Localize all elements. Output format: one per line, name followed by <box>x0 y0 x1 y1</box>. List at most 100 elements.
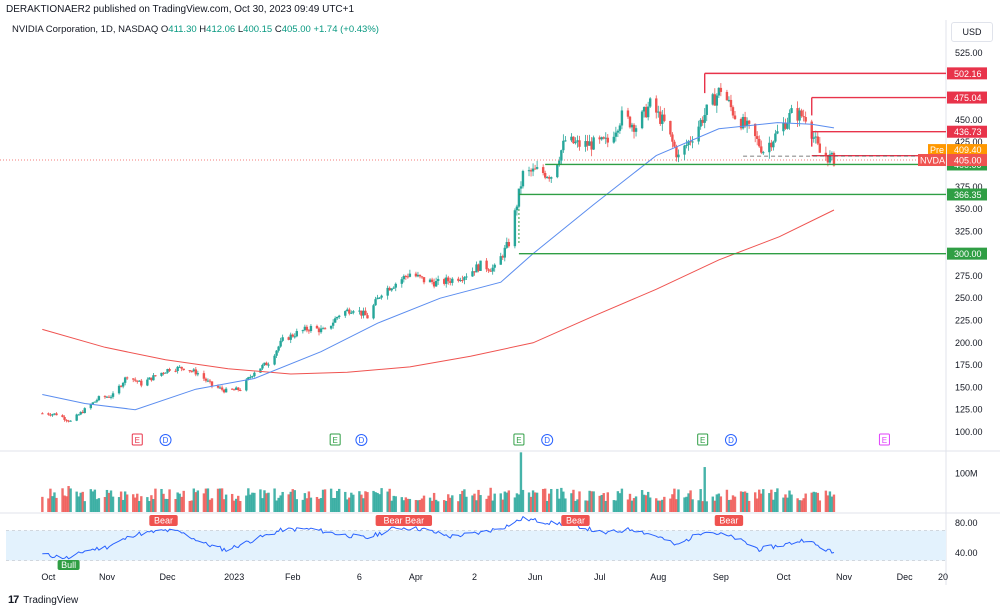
volume-bar <box>281 491 284 512</box>
volume-bar <box>374 492 377 512</box>
volume-bar <box>346 499 349 512</box>
volume-bar <box>550 488 553 512</box>
candle-body <box>451 278 454 283</box>
volume-bar <box>770 489 773 512</box>
volume-bar <box>655 498 658 512</box>
candle-body <box>699 119 702 127</box>
volume-bar <box>414 499 418 512</box>
tradingview-brand[interactable]: 17 TradingView <box>8 594 78 606</box>
volume-bar <box>119 491 123 512</box>
candle-body <box>550 177 553 179</box>
candle-body <box>289 334 292 340</box>
candles <box>41 83 836 423</box>
volume-bar <box>830 496 834 512</box>
volume-bar <box>220 488 224 512</box>
volume-bar <box>49 488 52 512</box>
candle-body <box>188 370 191 372</box>
volume-bar <box>705 501 708 512</box>
volume-bar <box>673 488 676 512</box>
candle-body <box>564 140 567 142</box>
x-axis-tick: Dec <box>897 572 914 582</box>
close-value: 405.00 <box>281 24 311 35</box>
candle-body <box>630 124 634 128</box>
volume-bar <box>352 494 355 512</box>
y-axis-tick: 225.00 <box>955 316 983 326</box>
candle-body <box>628 116 632 128</box>
volume-bar <box>592 491 595 512</box>
volume-bar <box>53 492 56 512</box>
candle-body <box>416 274 420 277</box>
volume-bar <box>196 490 200 512</box>
volume-bar <box>69 488 72 512</box>
volume-bar <box>364 491 367 512</box>
candle-body <box>782 123 785 132</box>
candle-body <box>646 106 650 118</box>
candle-body <box>768 142 771 153</box>
candle-body <box>739 118 743 129</box>
volume-bar <box>166 498 169 512</box>
volume-bar <box>584 500 587 512</box>
candle-body <box>358 310 361 312</box>
candle-body <box>558 160 561 165</box>
volume-bar <box>105 489 109 512</box>
rsi-bear-label-bg <box>561 515 590 526</box>
volume-bar <box>91 491 95 512</box>
candle-body <box>612 136 616 143</box>
candle-body <box>669 120 672 135</box>
volume-bar <box>194 492 198 512</box>
candle-body <box>648 98 652 107</box>
candle-body <box>430 279 434 282</box>
candle-body <box>731 107 735 116</box>
candle-body <box>77 414 80 416</box>
volume-bar <box>768 493 771 512</box>
volume-bar <box>632 498 636 512</box>
volume-bar <box>640 490 644 512</box>
candle-body <box>711 94 714 105</box>
candle-body <box>790 108 793 113</box>
volume-bar <box>372 490 375 512</box>
support-price-label-bg <box>947 247 987 260</box>
candle-body <box>237 387 240 390</box>
volume-bar <box>230 493 234 512</box>
volume-bar <box>519 452 523 512</box>
volume-bar <box>745 492 749 512</box>
volume-bar <box>463 489 466 512</box>
candle-body <box>598 137 601 140</box>
volume-bar <box>756 498 759 512</box>
candle-body <box>362 310 365 316</box>
candle-body <box>501 256 504 258</box>
volume-bar <box>564 498 567 512</box>
candle-body <box>491 267 494 272</box>
dividend-icon <box>724 434 737 446</box>
candle-body <box>463 277 466 281</box>
volume-bar <box>111 496 115 512</box>
volume-bar <box>315 496 319 512</box>
candle-body <box>394 283 397 288</box>
volume-bar <box>626 499 630 512</box>
candle-body <box>475 264 478 273</box>
volume-bar <box>263 490 266 512</box>
volume-bar <box>287 494 290 512</box>
symbol-legend[interactable]: NVIDIA Corporation, 1D, NASDAQ O411.30 H… <box>12 24 379 35</box>
candle-body <box>319 328 323 333</box>
candle-body <box>125 377 129 379</box>
candle-body <box>513 210 517 247</box>
candle-body <box>515 206 519 211</box>
volume-bar <box>81 491 84 512</box>
currency-button[interactable]: USD <box>951 22 993 42</box>
candle-body <box>447 277 450 282</box>
volume-bar <box>459 494 462 512</box>
candle-body <box>63 416 66 420</box>
candle-body <box>689 141 692 143</box>
volume-bar <box>206 488 210 512</box>
volume-bar <box>729 499 733 512</box>
candle-body <box>465 276 468 278</box>
volume-bar <box>543 488 547 512</box>
volume-bar <box>772 499 775 512</box>
volume-bar <box>556 488 559 512</box>
volume-bar <box>533 492 537 512</box>
candle-body <box>323 328 327 330</box>
volume-bar <box>699 489 702 512</box>
candle-body <box>784 123 787 129</box>
